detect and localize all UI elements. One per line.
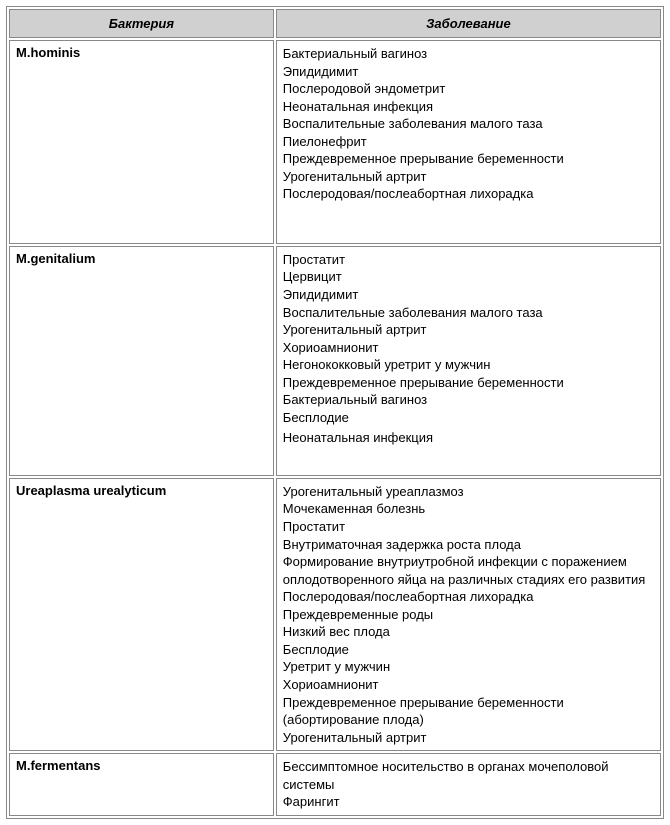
disease-item: Урогенитальный артрит: [283, 729, 654, 747]
disease-item: Эпидидимит: [283, 63, 654, 81]
disease-item: Неонатальная инфекция: [283, 98, 654, 116]
disease-item: Урогенитальный артрит: [283, 168, 654, 186]
disease-item: Бесплодие: [283, 409, 654, 427]
bacterium-cell: M.hominis: [9, 40, 274, 244]
disease-item: Урогенитальный артрит: [283, 321, 654, 339]
table-body: M.hominisБактериальный вагинозЭпидидимит…: [9, 40, 661, 816]
disease-item: Простатит: [283, 251, 654, 269]
table-row: M.genitaliumПростатитЦервицитЭпидидимитВ…: [9, 246, 661, 476]
table-row: M.hominisБактериальный вагинозЭпидидимит…: [9, 40, 661, 244]
bacterium-cell: Ureaplasma urealyticum: [9, 478, 274, 751]
disease-item: Преждевременное прерывание беременности: [283, 150, 654, 168]
disease-item: Послеродовая/послеабортная лихорадка: [283, 588, 654, 606]
disease-item: Простатит: [283, 518, 654, 536]
disease-item: Негонококковый уретрит у мужчин: [283, 356, 654, 374]
bacterium-cell: M.genitalium: [9, 246, 274, 476]
bacterium-cell: M.fermentans: [9, 753, 274, 816]
disease-item: Низкий вес плода: [283, 623, 654, 641]
disease-item: Урогенитальный уреаплазмоз: [283, 483, 654, 501]
disease-item: Бесплодие: [283, 641, 654, 659]
disease-item: Внутриматочная задержка роста плода: [283, 536, 654, 554]
disease-item: Воспалительные заболевания малого таза: [283, 115, 654, 133]
disease-item: Хориоамнионит: [283, 339, 654, 357]
disease-item: Цервицит: [283, 268, 654, 286]
disease-item: Фарингит: [283, 793, 654, 811]
disease-item: Бессимптомное носительство в органах моч…: [283, 758, 654, 793]
diseases-cell: Урогенитальный уреаплазмозМочекаменная б…: [276, 478, 661, 751]
disease-item: Эпидидимит: [283, 286, 654, 304]
disease-item: Уретрит у мужчин: [283, 658, 654, 676]
disease-item: Мочекаменная болезнь: [283, 500, 654, 518]
table-row: M.fermentans Бессимптомное носительство в…: [9, 753, 661, 816]
diseases-cell: Бессимптомное носительство в органах моч…: [276, 753, 661, 816]
bacteria-diseases-table: Бактерия Заболевание M.hominisБактериаль…: [6, 6, 664, 819]
disease-item: Преждевременное прерывание беременности …: [283, 694, 654, 729]
disease-item: Хориоамнионит: [283, 676, 654, 694]
diseases-cell: ПростатитЦервицитЭпидидимитВоспалительны…: [276, 246, 661, 476]
table-row: Ureaplasma urealyticumУрогенитальный уре…: [9, 478, 661, 751]
disease-item: Формирование внутриутробной инфекции с п…: [283, 553, 654, 588]
disease-item: Неонатальная инфекция: [283, 429, 654, 447]
disease-item: Преждевременное прерывание беременности: [283, 374, 654, 392]
diseases-cell: Бактериальный вагинозЭпидидимитПослеродо…: [276, 40, 661, 244]
header-disease: Заболевание: [276, 9, 661, 38]
disease-item: Бактериальный вагиноз: [283, 391, 654, 409]
disease-item: Послеродовая/послеабортная лихорадка: [283, 185, 654, 203]
disease-item: Воспалительные заболевания малого таза: [283, 304, 654, 322]
disease-item: Бактериальный вагиноз: [283, 45, 654, 63]
table-header-row: Бактерия Заболевание: [9, 9, 661, 38]
disease-item: Преждевременные роды: [283, 606, 654, 624]
header-bacterium: Бактерия: [9, 9, 274, 38]
disease-item: Пиелонефрит: [283, 133, 654, 151]
disease-item: Послеродовой эндометрит: [283, 80, 654, 98]
